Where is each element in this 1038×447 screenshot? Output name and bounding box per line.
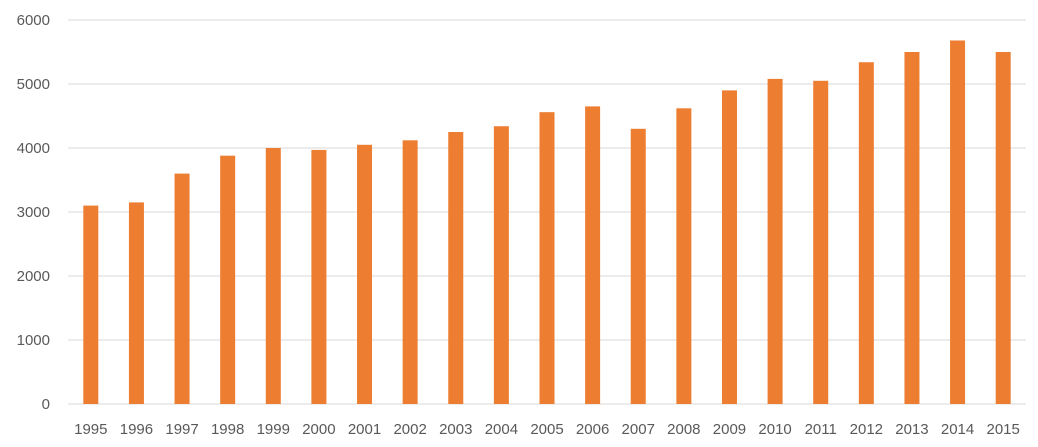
- y-tick-label: 3000: [17, 204, 50, 221]
- bar-2003: [448, 132, 464, 404]
- x-tick-label: 1997: [165, 421, 198, 438]
- y-axis-tick-labels: 0 1000 2000 3000 4000 5000 6000: [17, 12, 50, 413]
- x-tick-label: 1998: [211, 421, 244, 438]
- bar-2013: [904, 52, 920, 404]
- bar-2008: [676, 108, 692, 404]
- x-tick-label: 2003: [439, 421, 472, 438]
- bar-1998: [220, 155, 236, 404]
- bar-2015: [995, 52, 1011, 404]
- bar-1996: [128, 202, 144, 404]
- x-tick-label: 2005: [530, 421, 563, 438]
- bars: [83, 40, 1011, 405]
- bar-2002: [402, 140, 418, 404]
- x-tick-label: 2014: [941, 421, 974, 438]
- bar-2010: [767, 78, 783, 404]
- x-tick-label: 2012: [850, 421, 883, 438]
- x-tick-label: 1996: [120, 421, 153, 438]
- x-tick-label: 2007: [622, 421, 655, 438]
- bar-1995: [83, 205, 99, 404]
- y-tick-label: 6000: [17, 12, 50, 29]
- bar-2011: [813, 80, 829, 405]
- bar-1997: [174, 173, 190, 404]
- x-tick-label: 1999: [257, 421, 290, 438]
- x-tick-label: 2015: [987, 421, 1020, 438]
- bar-2009: [721, 90, 737, 405]
- bar-2004: [493, 126, 509, 405]
- x-tick-label: 2008: [667, 421, 700, 438]
- x-tick-label: 2004: [485, 421, 518, 438]
- bar-1999: [265, 148, 281, 404]
- bar-2007: [630, 128, 646, 405]
- x-axis-tick-labels: 1995 1996 1997 1998 1999 2000 2001 2002 2003 2004…: [74, 421, 1020, 438]
- x-tick-label: 2009: [713, 421, 746, 438]
- bar-2014: [950, 40, 966, 404]
- bar-2006: [585, 106, 601, 405]
- x-tick-label: 2010: [758, 421, 791, 438]
- x-tick-label: 2006: [576, 421, 609, 438]
- x-tick-label: 2011: [805, 421, 837, 438]
- bar-2001: [357, 144, 373, 405]
- x-tick-label: 2001: [348, 421, 381, 438]
- bar-2005: [539, 112, 555, 404]
- bar-2012: [858, 62, 874, 405]
- y-tick-label: 1000: [17, 332, 50, 349]
- x-tick-label: 2013: [895, 421, 928, 438]
- y-tick-label: 2000: [17, 268, 50, 285]
- y-tick-label: 5000: [17, 76, 50, 93]
- y-tick-label: 4000: [17, 140, 50, 157]
- x-tick-label: 2002: [393, 421, 426, 438]
- x-tick-label: 1995: [74, 421, 107, 438]
- y-tick-label: 0: [42, 396, 50, 413]
- x-tick-label: 2000: [302, 421, 335, 438]
- bar-2000: [311, 149, 327, 404]
